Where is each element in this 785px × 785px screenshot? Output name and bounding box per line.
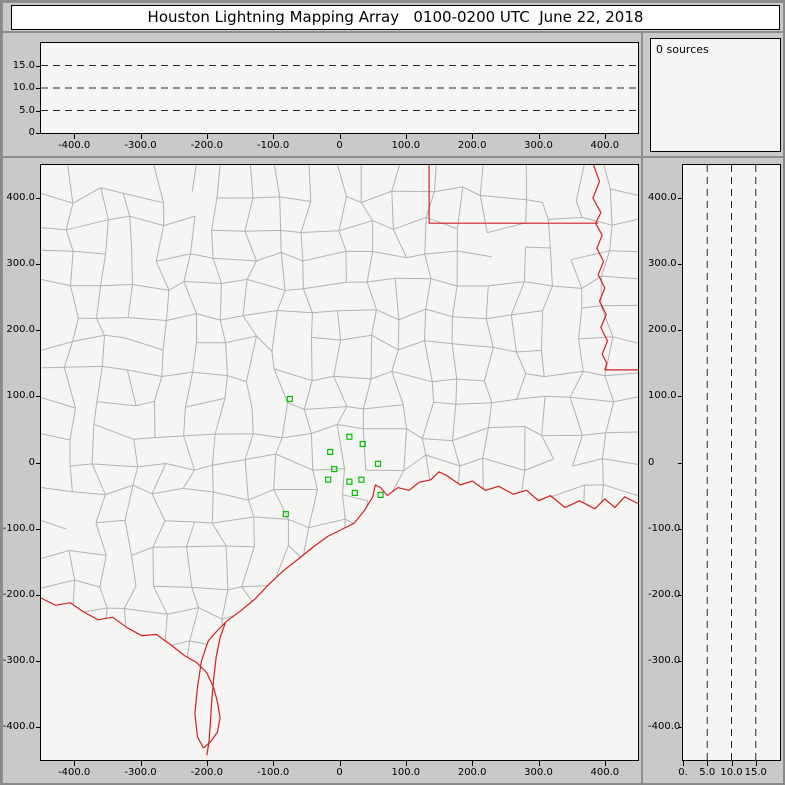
tick-label: 100.0 [6,390,35,402]
tick-label: 100.0 [648,390,677,402]
tick-label: 10.0 [720,767,743,778]
plan-view-map [41,165,638,760]
tick-mark [604,761,606,766]
tick-label: -300.0 [2,654,35,666]
tick-mark [36,133,41,134]
tick-mark [678,198,683,200]
sources-count: 0 sources [656,43,709,56]
tick-label: 300.0 [6,258,35,270]
tick-mark [678,594,683,596]
tick-label: 0 [648,456,655,468]
tick-label: -400.0 [2,720,35,732]
tick-label: -300.0 [124,767,157,778]
tick-label: 15.0 [744,767,767,778]
tick-mark [678,528,683,530]
tick-label: -200.0 [190,767,223,778]
tick-label: 0 [28,456,35,468]
tick-label: -100.0 [648,522,681,534]
tick-mark [678,396,683,398]
tick-label: -100.0 [2,522,35,534]
tick-mark [538,134,540,139]
tick-mark [36,528,41,530]
tick-mark [339,134,341,139]
tick-mark [36,110,41,112]
tick-label: 0 [336,140,343,151]
tick-label: 200.0 [648,324,677,336]
tick-label: 400.0 [590,767,620,778]
tick-mark [678,264,683,266]
altitude-ew-plot [41,65,638,111]
tick-mark [206,761,208,766]
title-section: Houston Lightning Mapping Array 0100-020… [2,2,783,32]
tick-mark [36,198,41,200]
tick-mark [273,134,275,139]
tick-mark [273,761,275,766]
tick-mark [36,660,41,662]
tick-mark [707,761,709,766]
tick-mark [206,134,208,139]
tick-mark [36,726,41,728]
tick-mark [36,594,41,596]
tick-mark [678,726,683,728]
altitude-ew-panel[interactable] [40,42,639,134]
tick-label: -300.0 [648,654,681,666]
tick-label: -200.0 [648,588,681,600]
tick-mark [140,134,142,139]
tick-mark [140,761,142,766]
tick-label: 200.0 [457,767,487,778]
tick-label: -400.0 [648,720,681,732]
sources-panel: 0 sources [650,38,781,152]
tick-mark [339,761,341,766]
tick-mark [472,761,474,766]
tick-label: 300.0 [648,258,677,270]
tick-label: 400.0 [648,192,677,204]
tick-label: -100.0 [257,767,290,778]
tick-mark [36,65,41,67]
tick-mark [678,462,683,464]
plan-view-panel[interactable] [40,164,639,761]
tick-mark [472,134,474,139]
tick-label: -200.0 [2,588,35,600]
tick-mark [604,134,606,139]
tick-mark [36,396,41,398]
tick-label: 300.0 [524,140,553,151]
tick-label: 5.0 [699,767,716,778]
tick-label: -400.0 [58,767,91,778]
tick-mark [678,660,683,662]
tick-label: 0. [678,767,688,778]
tick-label: 5.0 [19,104,35,116]
tick-label: -200.0 [190,140,223,151]
tick-label: 10.0 [12,82,35,93]
tick-label: -400.0 [58,140,91,151]
tick-label: 400.0 [6,192,35,204]
tick-mark [74,761,76,766]
tick-label: -100.0 [257,140,290,151]
altitude-ns-panel[interactable] [682,164,781,761]
tick-mark [74,134,76,139]
tick-mark [405,134,407,139]
tick-label: 100.0 [391,140,421,151]
altitude-ns-plot [706,165,757,760]
tick-label: 200.0 [6,324,35,336]
tick-label: 100.0 [391,767,421,778]
tick-label: 0 [336,767,343,778]
tick-mark [36,462,41,464]
window-title: Houston Lightning Mapping Array 0100-020… [11,5,780,30]
tick-mark [36,88,41,89]
tick-mark [755,761,757,766]
tick-label: 400.0 [590,140,620,151]
tick-label: 300.0 [524,767,553,778]
tick-mark [678,330,683,332]
tick-mark [36,330,41,332]
tick-label: 15.0 [12,59,35,71]
tick-mark [731,761,733,766]
tick-mark [538,761,540,766]
tick-label: 0 [28,127,35,138]
tick-label: -300.0 [124,140,157,151]
tick-mark [683,761,684,766]
tick-mark [36,264,41,266]
tick-label: 200.0 [457,140,487,151]
tick-mark [405,761,407,766]
